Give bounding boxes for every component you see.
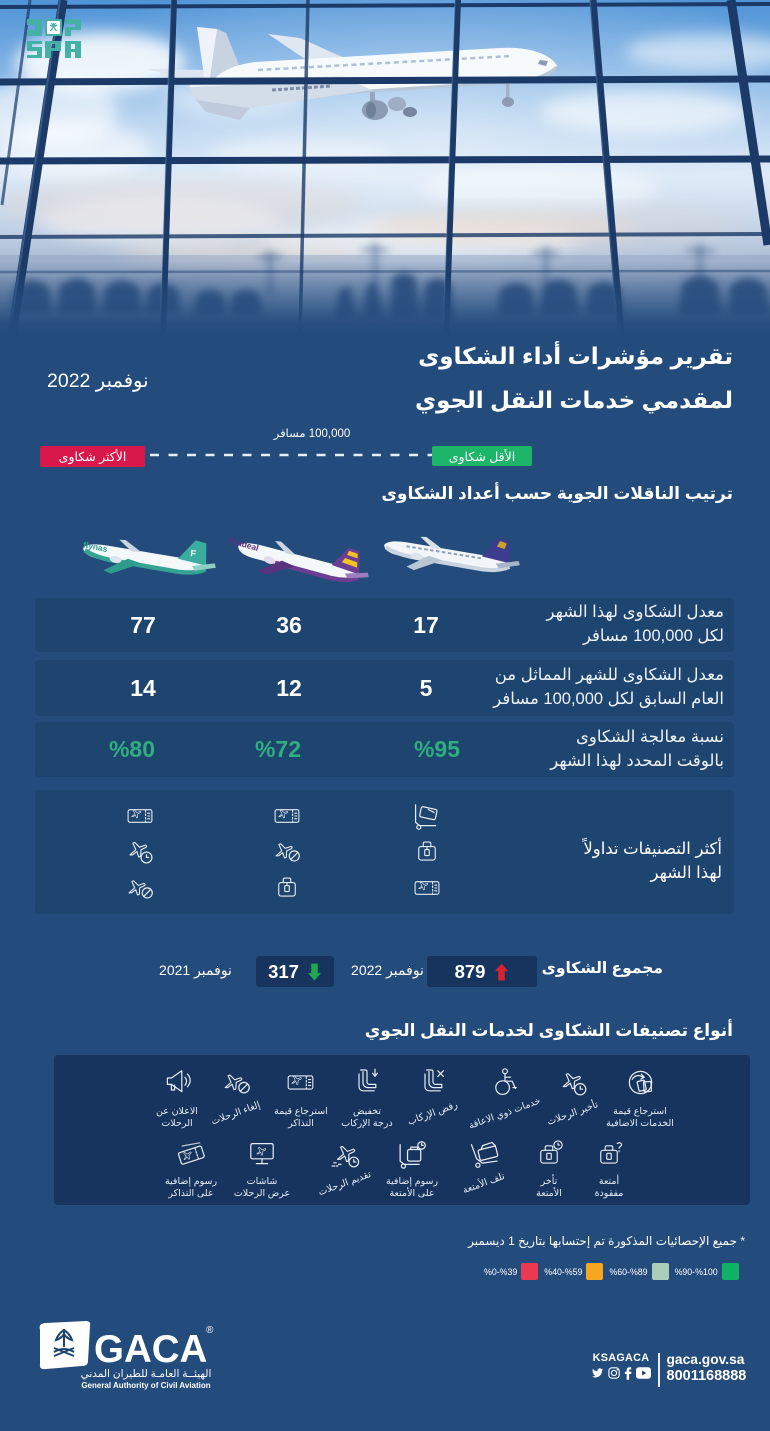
svg-text:®: ® [206, 1325, 214, 1336]
svg-text:flynas: flynas [82, 540, 108, 555]
svg-text:الهيئــة العامـة للطيران المدن: الهيئــة العامـة للطيران المدني [81, 1368, 212, 1380]
svg-text:General Authority of Civil Avi: General Authority of Civil Aviation [81, 1381, 210, 1390]
svg-text:F: F [190, 548, 197, 559]
svg-text:GACA: GACA [94, 1328, 207, 1371]
